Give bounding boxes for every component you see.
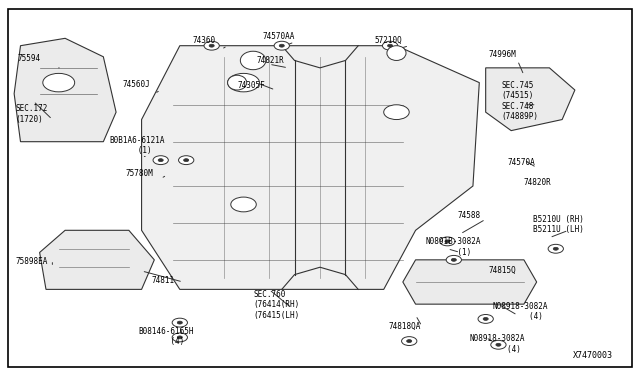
Text: 74360: 74360 — [193, 36, 216, 45]
Text: 74560J: 74560J — [122, 80, 150, 89]
Polygon shape — [403, 260, 537, 304]
Text: 74305F: 74305F — [237, 81, 265, 90]
Polygon shape — [486, 68, 575, 131]
Circle shape — [383, 41, 397, 50]
Text: 75594: 75594 — [17, 54, 40, 63]
Circle shape — [172, 333, 188, 342]
Text: 74570A: 74570A — [508, 157, 536, 167]
Circle shape — [43, 73, 75, 92]
Circle shape — [231, 197, 256, 212]
Circle shape — [553, 247, 558, 250]
Polygon shape — [141, 46, 479, 289]
Circle shape — [279, 44, 284, 47]
Text: X7470003: X7470003 — [573, 350, 613, 359]
Ellipse shape — [228, 75, 246, 90]
Circle shape — [177, 321, 182, 324]
Circle shape — [384, 105, 409, 119]
Polygon shape — [14, 38, 116, 142]
Circle shape — [445, 240, 450, 243]
Circle shape — [478, 314, 493, 323]
Text: 74815Q: 74815Q — [489, 266, 516, 275]
Text: SEC.760
(76414(RH)
(76415(LH): SEC.760 (76414(RH) (76415(LH) — [253, 290, 300, 320]
Text: 75898EA: 75898EA — [15, 257, 48, 266]
Ellipse shape — [241, 51, 266, 70]
Ellipse shape — [387, 46, 406, 61]
Text: 74811: 74811 — [151, 276, 174, 285]
Circle shape — [388, 44, 393, 47]
Circle shape — [158, 159, 163, 161]
Text: B0B1A6-6121A
      (1): B0B1A6-6121A (1) — [109, 136, 165, 155]
Text: N08918-3082A
        (4): N08918-3082A (4) — [492, 302, 548, 321]
Circle shape — [491, 340, 506, 349]
Circle shape — [548, 244, 563, 253]
Text: B5210U (RH)
B5211U (LH): B5210U (RH) B5211U (LH) — [534, 215, 584, 234]
Circle shape — [172, 318, 188, 327]
Circle shape — [209, 44, 214, 47]
Circle shape — [228, 73, 259, 92]
Circle shape — [274, 41, 289, 50]
Text: 74570AA: 74570AA — [262, 32, 295, 41]
Circle shape — [179, 156, 194, 164]
Polygon shape — [40, 230, 154, 289]
Text: 74818QA: 74818QA — [389, 322, 421, 331]
Text: 74820R: 74820R — [524, 178, 552, 187]
Circle shape — [177, 336, 182, 339]
Text: SEC.172
(1720): SEC.172 (1720) — [15, 104, 48, 124]
Text: 57210Q: 57210Q — [374, 36, 402, 45]
Text: 74588: 74588 — [457, 211, 480, 220]
Text: B08146-6165H
       (4): B08146-6165H (4) — [138, 327, 194, 346]
Circle shape — [204, 41, 220, 50]
Circle shape — [451, 259, 456, 261]
Circle shape — [401, 337, 417, 346]
Circle shape — [483, 317, 488, 320]
Circle shape — [496, 343, 501, 346]
Text: 74996M: 74996M — [489, 51, 516, 60]
Text: SEC.745
(74515)
SEC.748
(74889P): SEC.745 (74515) SEC.748 (74889P) — [502, 81, 539, 121]
Circle shape — [184, 159, 189, 161]
Text: N0891B-3082A
       (1): N0891B-3082A (1) — [425, 237, 481, 257]
Circle shape — [446, 256, 461, 264]
Circle shape — [406, 340, 412, 343]
Text: 74821R: 74821R — [256, 56, 284, 65]
Circle shape — [440, 237, 455, 246]
Text: N08918-3082A
        (4): N08918-3082A (4) — [470, 334, 525, 354]
Text: 75780M: 75780M — [125, 169, 154, 177]
Circle shape — [153, 156, 168, 164]
